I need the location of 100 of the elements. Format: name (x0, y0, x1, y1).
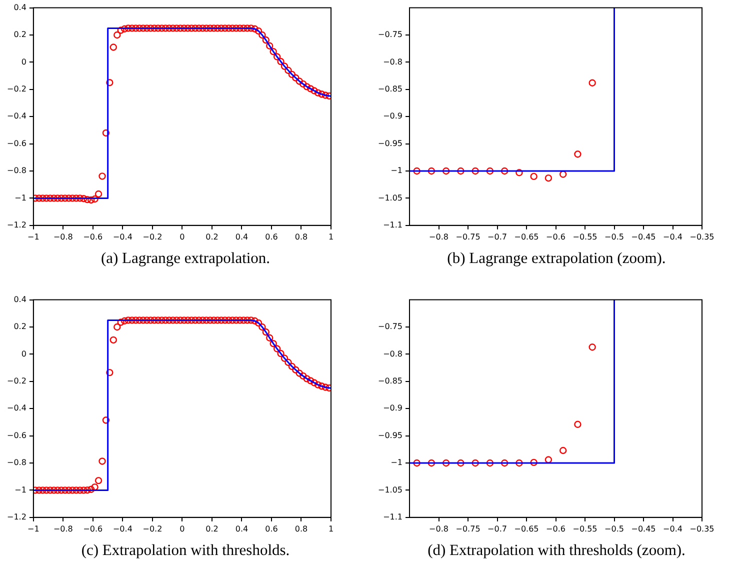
point (442, 459, 450, 467)
x-tick-label: −0.4 (663, 524, 682, 534)
y-tick-label: −1.1 (383, 512, 403, 522)
y-tick-label: −0.85 (378, 84, 403, 94)
point (516, 459, 523, 467)
y-tick-label: 0.2 (14, 322, 26, 332)
y-tick-label: −0.85 (378, 376, 403, 386)
x-tick-label: −0.8 (53, 524, 73, 534)
point (472, 167, 479, 175)
y-tick-label: −0.9 (383, 404, 403, 413)
text: (d) Extrapolation with thresholds (zoom). (426, 542, 686, 560)
x-tick-label: −0.7 (488, 524, 507, 534)
point (500, 459, 508, 467)
x-tick-label: 0.8 (294, 524, 308, 534)
text: (a) Lagrange extrapolation. (100, 250, 272, 268)
x-tick-label: −0.55 (572, 232, 598, 242)
point (442, 167, 450, 175)
y-tick-label: −1 (390, 166, 403, 176)
y-tick-label: −0.6 (6, 138, 26, 148)
point (457, 459, 464, 467)
x-tick-label: −0.6 (83, 524, 103, 534)
x-tick-label: −0.8 (429, 232, 448, 242)
y-tick-label: −0.75 (378, 322, 403, 332)
point (500, 167, 508, 175)
point (574, 150, 582, 158)
x-tick-label: 0.6 (265, 232, 278, 242)
point (472, 459, 479, 467)
text: (c) Extrapolation with thresholds. (80, 542, 291, 560)
point (530, 458, 538, 466)
x-tick-label: −0.5 (604, 232, 624, 242)
y-tick-label: −1.05 (378, 485, 403, 494)
x-tick-label: 0.2 (206, 232, 218, 242)
x-tick-label: 0 (180, 232, 185, 242)
x-tick-label: 0.6 (265, 524, 278, 534)
x-tick-label: −0.5 (604, 524, 624, 534)
y-tick-label: −0.95 (378, 138, 403, 148)
x-tick-label: −0.55 (572, 524, 598, 534)
text: (b) Lagrange extrapolation (zoom). (446, 250, 667, 268)
y-tick-label: −0.4 (6, 404, 26, 413)
y-tick-label: −0.8 (383, 57, 403, 66)
point (413, 167, 420, 175)
y-tick-label: −0.75 (378, 30, 403, 40)
y-tick-label: −0.2 (6, 376, 26, 386)
x-tick-label: −0.4 (112, 524, 132, 534)
y-tick-label: 0.2 (14, 30, 26, 40)
x-tick-label: −0.35 (690, 524, 714, 534)
point (588, 344, 596, 351)
y-tick-label: −0.4 (6, 112, 26, 121)
y-tick-label: 0.4 (14, 2, 26, 12)
y-tick-label: −0.9 (383, 112, 403, 121)
x-tick-label: −1 (28, 524, 40, 534)
x-tick-label: −0.75 (456, 232, 480, 242)
point (516, 169, 523, 176)
x-tick-label: −0.45 (631, 524, 656, 534)
x-tick-label: −0.8 (429, 524, 448, 534)
point (413, 459, 420, 467)
x-tick-label: −0.4 (112, 232, 132, 242)
y-tick-label: −0.2 (6, 84, 26, 94)
point (486, 167, 494, 175)
point (428, 459, 436, 467)
y-tick-label: −1 (14, 485, 26, 494)
y-tick-label: −0.8 (383, 349, 403, 358)
y-tick-label: −1.05 (378, 193, 403, 202)
y-tick-label: −0.95 (378, 430, 403, 440)
y-tick-label: 0.4 (14, 294, 26, 304)
x-tick-label: −0.7 (488, 232, 507, 242)
x-tick-label: 1 (328, 232, 334, 242)
y-tick-label: −0.6 (6, 430, 26, 440)
x-tick-label: 0.2 (206, 524, 218, 534)
x-tick-label: −0.6 (546, 524, 566, 534)
y-tick-label: −1.1 (383, 220, 403, 230)
x-tick-label: −0.4 (663, 232, 682, 242)
point (544, 456, 552, 464)
x-tick-label: −0.2 (142, 524, 162, 534)
point (428, 167, 436, 175)
point (559, 170, 567, 178)
point (486, 459, 494, 467)
x-tick-label: 0.4 (235, 524, 248, 534)
x-tick-label: 0.4 (235, 232, 248, 242)
x-tick-label: −1 (28, 232, 40, 242)
point (559, 446, 567, 454)
y-tick-label: −1.2 (6, 220, 26, 230)
point (530, 172, 538, 180)
y-tick-label: 0 (21, 349, 26, 358)
x-tick-label: −0.75 (456, 524, 480, 534)
y-tick-label: −1 (14, 193, 26, 202)
point (457, 167, 464, 175)
x-tick-label: −0.2 (142, 232, 162, 242)
x-tick-label: −0.8 (53, 232, 73, 242)
x-tick-label: 1 (328, 524, 334, 534)
x-tick-label: −0.35 (690, 232, 714, 242)
x-tick-label: −0.6 (83, 232, 103, 242)
y-tick-label: −1.2 (6, 512, 26, 522)
x-tick-label: −0.65 (514, 524, 539, 534)
y-tick-label: −1 (390, 458, 403, 468)
y-tick-label: −0.8 (6, 458, 26, 468)
point (588, 79, 596, 86)
x-tick-label: 0 (180, 524, 185, 534)
x-tick-label: 0.8 (294, 232, 308, 242)
point (574, 420, 582, 428)
